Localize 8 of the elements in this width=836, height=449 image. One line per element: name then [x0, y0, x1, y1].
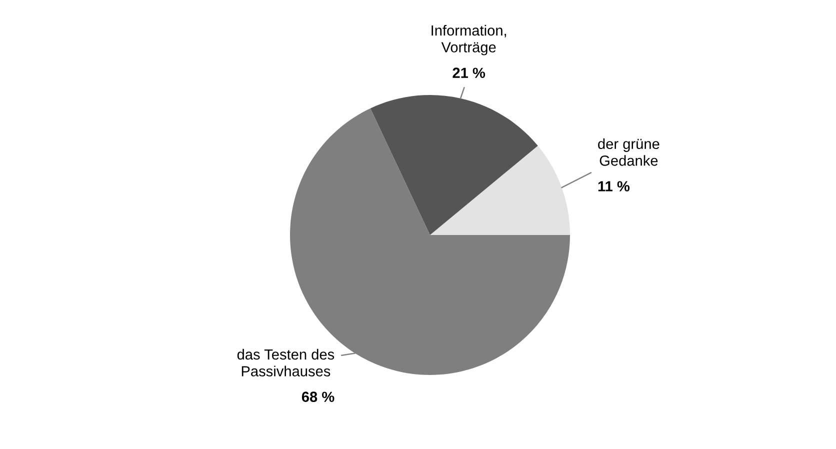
slice-label: Information, Vorträge — [432, 24, 506, 56]
data-label: 11 % — [598, 181, 630, 192]
data-label: 21 % — [452, 68, 486, 78]
pie-slice — [430, 146, 570, 235]
pie-slice — [370, 95, 538, 235]
slice-label: das Testen des Passivhauses — [237, 348, 334, 376]
data-label: 68 % — [302, 392, 334, 402]
slice-label: der grüne Gedanke — [598, 138, 660, 166]
